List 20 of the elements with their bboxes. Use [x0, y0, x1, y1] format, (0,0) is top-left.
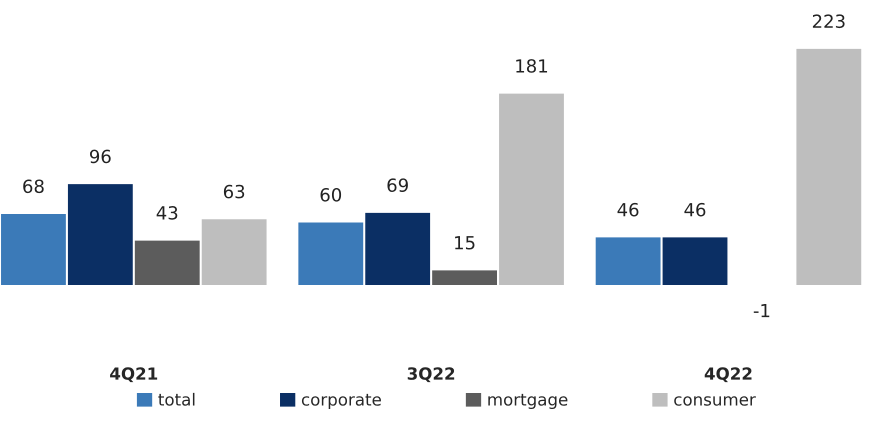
data-label: 69 [387, 178, 408, 192]
legend-label: total [158, 392, 194, 406]
data-label: 63 [224, 184, 244, 198]
data-label: 181 [516, 59, 548, 73]
legend-label: consumer [674, 396, 756, 406]
bar [795, 48, 863, 286]
x-tick-label: 3Q22 [408, 367, 454, 382]
data-label: 43 [156, 206, 178, 220]
x-tick-label: 4Q22 [704, 367, 752, 382]
data-label: 68 [23, 179, 44, 194]
data-label: 46 [684, 202, 706, 217]
data-label: -1 [754, 304, 770, 318]
x-tick-label: 4Q21 [110, 367, 158, 382]
data-label: 60 [320, 188, 342, 202]
data-label: 223 [812, 14, 845, 28]
data-label: 15 [455, 236, 474, 250]
legend-label: mortgage [488, 394, 568, 409]
data-label: 96 [90, 150, 111, 164]
legend-label: corporate [302, 394, 381, 409]
data-label: 46 [618, 202, 638, 217]
